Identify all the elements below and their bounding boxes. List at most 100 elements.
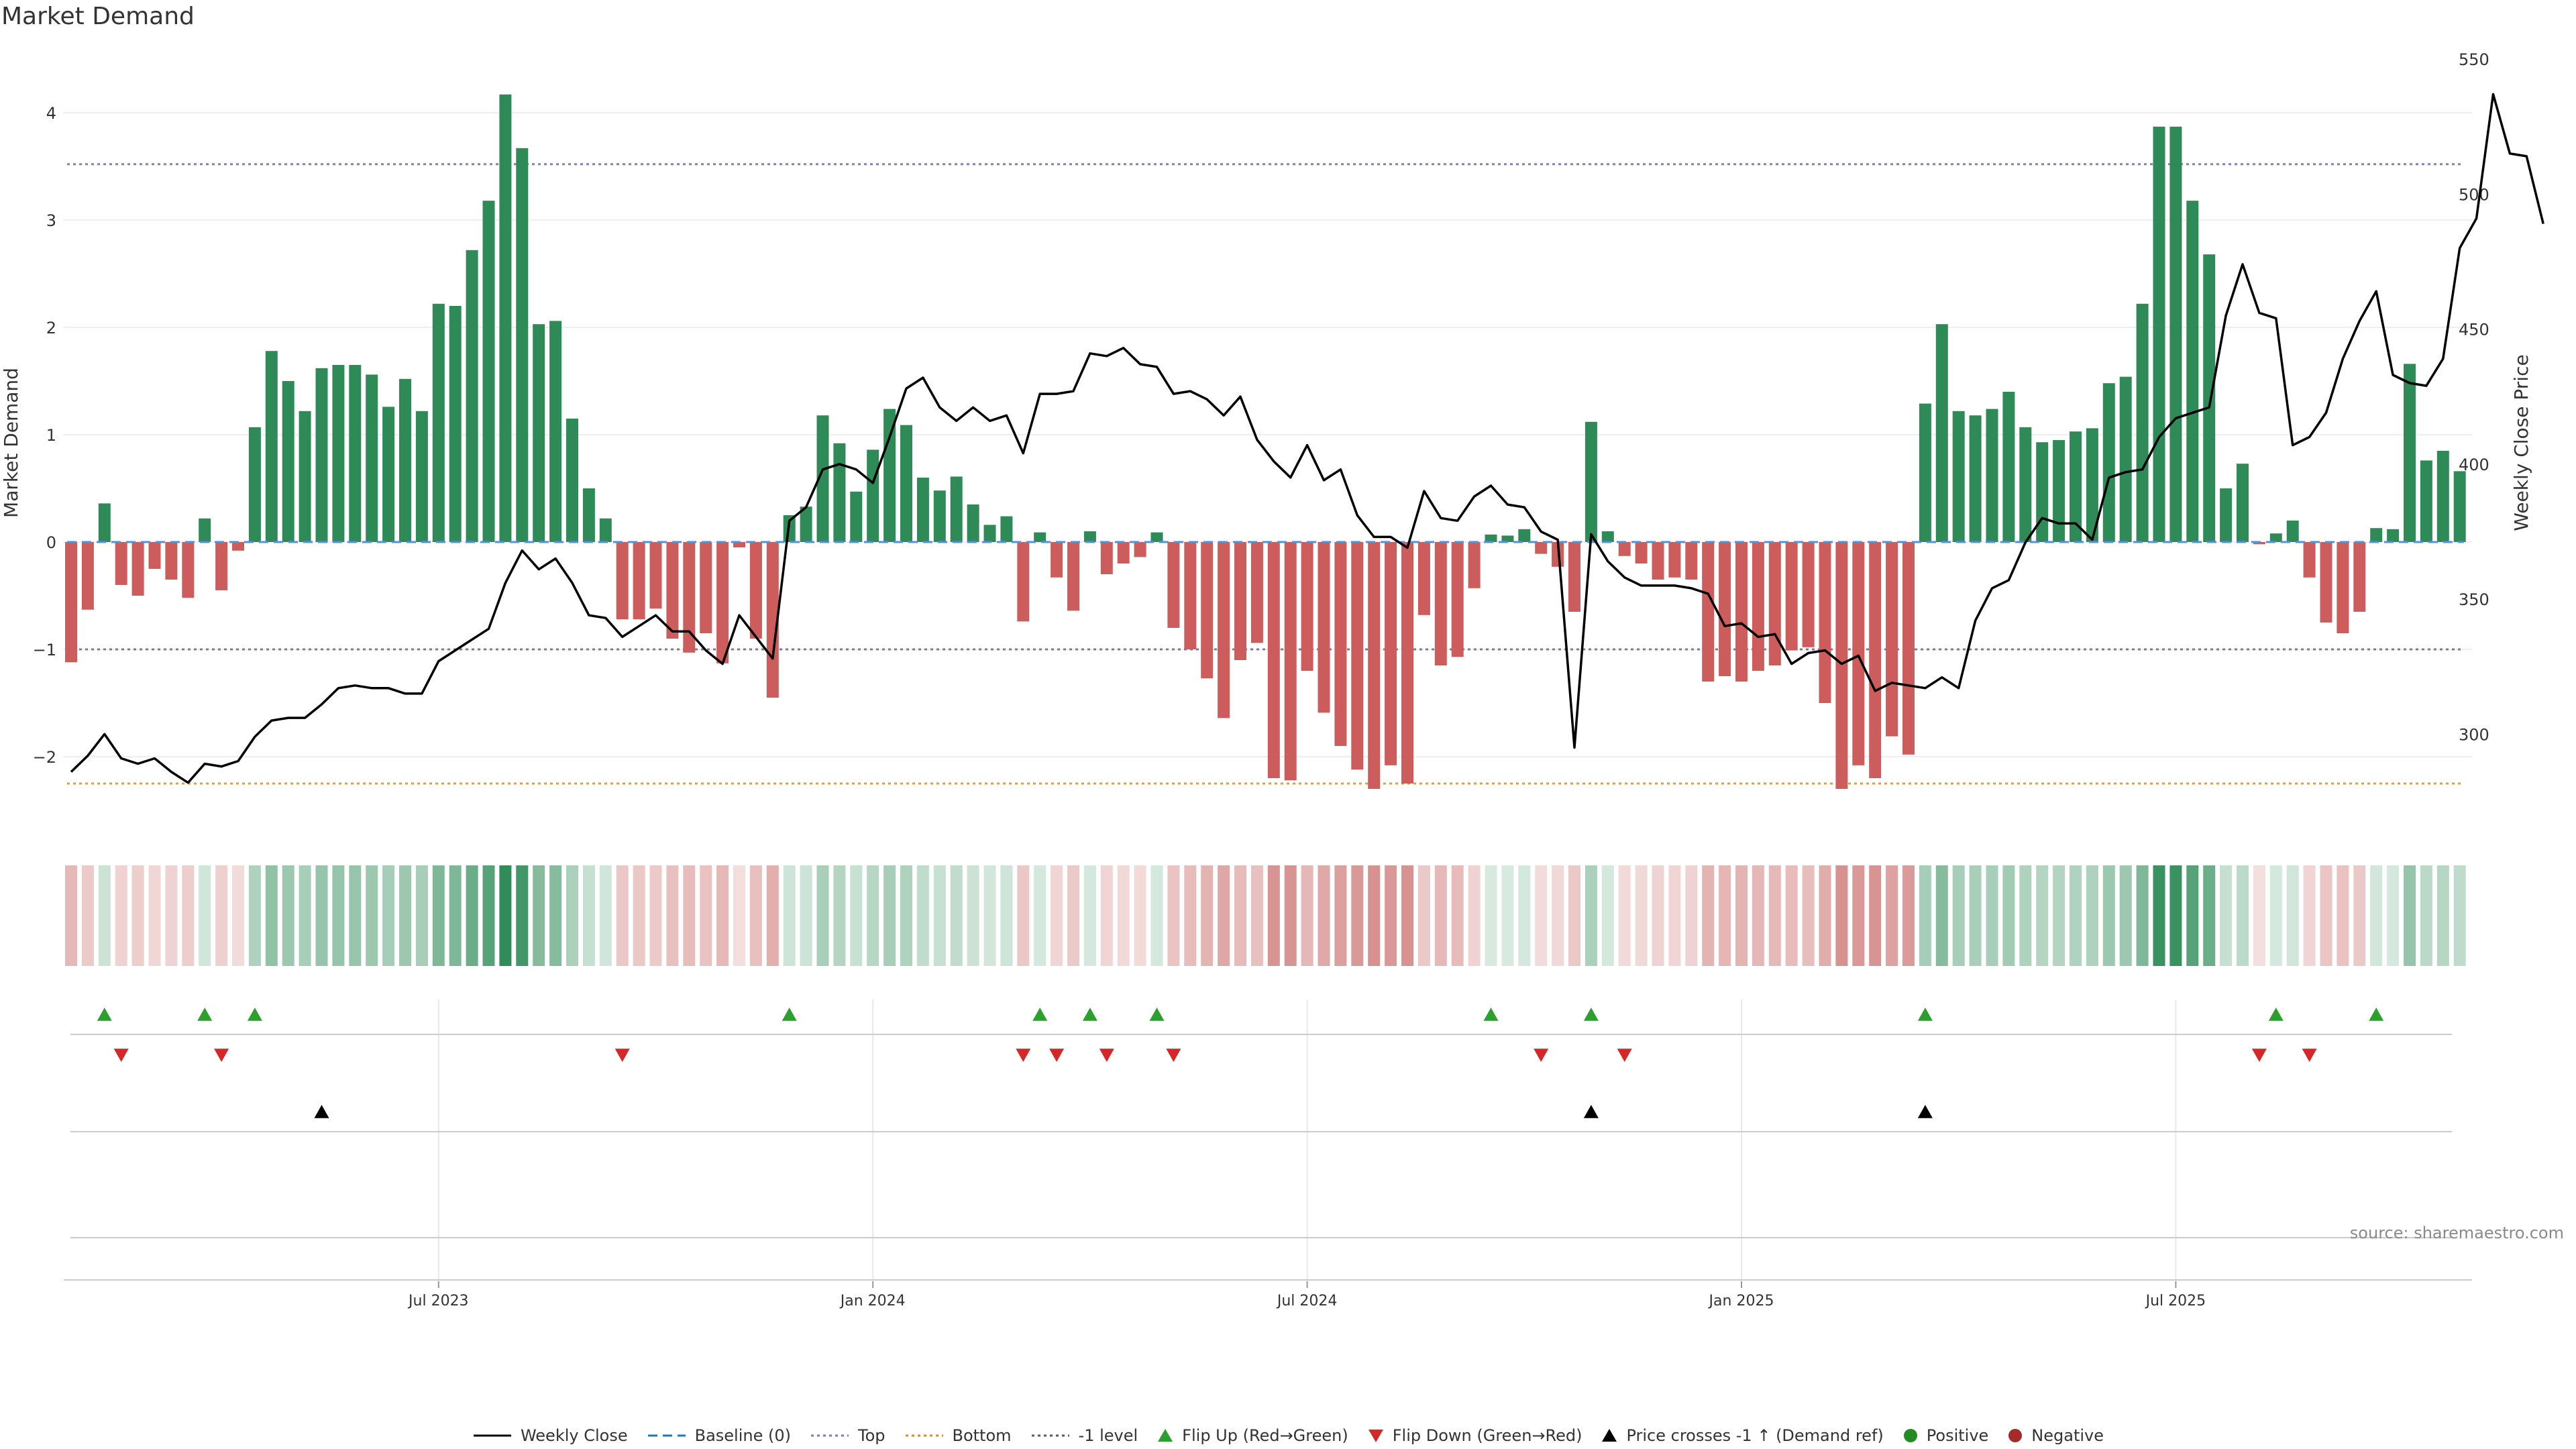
demand-bar [1886,542,1898,737]
y-tick-label: −2 [33,748,56,767]
heat-cell [1267,865,1280,966]
demand-bar [1986,409,1998,542]
circle-icon [1903,1429,1917,1442]
heat-cell [1702,865,1715,966]
flip-down-marker [2251,1049,2267,1062]
flip-up-marker [197,1008,213,1021]
heat-cell [1835,865,1848,966]
demand-bar [248,427,261,542]
demand-bar [1935,324,1948,542]
heat-cell [1902,865,1915,966]
demand-bar [2070,431,2082,542]
heat-cell [2036,865,2049,966]
flip-up-marker [97,1008,112,1021]
heat-cell [1685,865,1698,966]
heat-cell [1034,865,1046,966]
demand-bar [2337,542,2349,633]
heat-cell [1585,865,1597,966]
demand-bar [1835,542,1848,789]
legend-label: Weekly Close [520,1426,628,1445]
heat-cell [649,865,662,966]
demand-bar [1618,542,1631,556]
demand-bar [1184,542,1197,649]
flip-up-marker [2369,1008,2384,1021]
demand-bar [1585,421,1597,542]
source-note: source: sharemaestro.com [2349,1224,2564,1242]
demand-bar [199,518,211,542]
heat-cell [1000,865,1013,966]
heat-cell [1886,865,1898,966]
demand-bar [1969,415,1982,542]
heat-cell [2253,865,2265,966]
heat-cell [850,865,863,966]
demand-bar [1752,542,1764,671]
heat-cell [315,865,328,966]
heat-cell [516,865,529,966]
heat-cell [349,865,362,966]
legend-label: Price crosses -1 ↑ (Demand ref) [1626,1426,1884,1445]
page-title: Market Demand [1,3,195,30]
heat-cell [2353,865,2366,966]
flip-down-marker [1617,1049,1632,1062]
demand-bar [1635,542,1648,564]
heat-cell [1434,865,1447,966]
heat-cell [1518,865,1531,966]
demand-bar [1768,542,1781,665]
demand-bar [599,518,612,542]
heat-cell [1552,865,1564,966]
heat-cell [2269,865,2282,966]
demand-bar [81,542,94,610]
demand-bar [733,542,745,547]
demand-bar [1083,531,1096,542]
heat-cell [700,865,712,966]
demand-bar [415,411,428,542]
heat-cell [1618,865,1631,966]
heat-cell [1785,865,1798,966]
demand-bar [2353,542,2366,612]
demand-bar [816,415,829,542]
demand-bar [1134,542,1146,557]
circle-icon [2008,1429,2023,1442]
heat-cell [482,865,495,966]
demand-bar [2253,542,2265,545]
heat-cell [1017,865,1030,966]
demand-bar [1117,542,1130,564]
heat-cell [2119,865,2132,966]
heat-cell [1568,865,1580,966]
demand-bar [98,503,111,542]
heat-cell [232,865,244,966]
demand-bar [2220,488,2233,542]
demand-bar [549,321,562,542]
demand-bar [2404,364,2416,542]
heat-cell [1485,865,1497,966]
demand-bar [1785,542,1798,651]
heat-cell [449,865,462,966]
demand-bar [1368,542,1381,789]
flip-up-marker [782,1008,797,1021]
heat-cell [716,865,729,966]
heat-cell [2237,865,2249,966]
demand-bar [1535,542,1548,554]
legend-label: Positive [1926,1426,1989,1445]
demand-bar [2102,383,2115,542]
demand-bar [366,374,378,542]
demand-bar [833,443,846,542]
demand-bar [1902,542,1915,755]
heat-cell [549,865,562,966]
heat-cell [933,865,946,966]
heat-cell [1735,865,1748,966]
heat-cell [1301,865,1313,966]
y-tick-label: −1 [33,641,56,659]
demand-bar [566,419,578,542]
flip-down-marker [1166,1049,1181,1062]
heat-cell [65,865,77,966]
demand-bar [533,324,545,542]
demand-bar [2453,471,2466,542]
demand-bar [265,351,278,542]
heat-cell [248,865,261,966]
x-tick-label: Jan 2024 [839,1293,906,1309]
legend-item: Top [810,1426,885,1445]
flip-down-marker [1049,1049,1065,1062]
y2-tick-label: 500 [2459,185,2489,204]
